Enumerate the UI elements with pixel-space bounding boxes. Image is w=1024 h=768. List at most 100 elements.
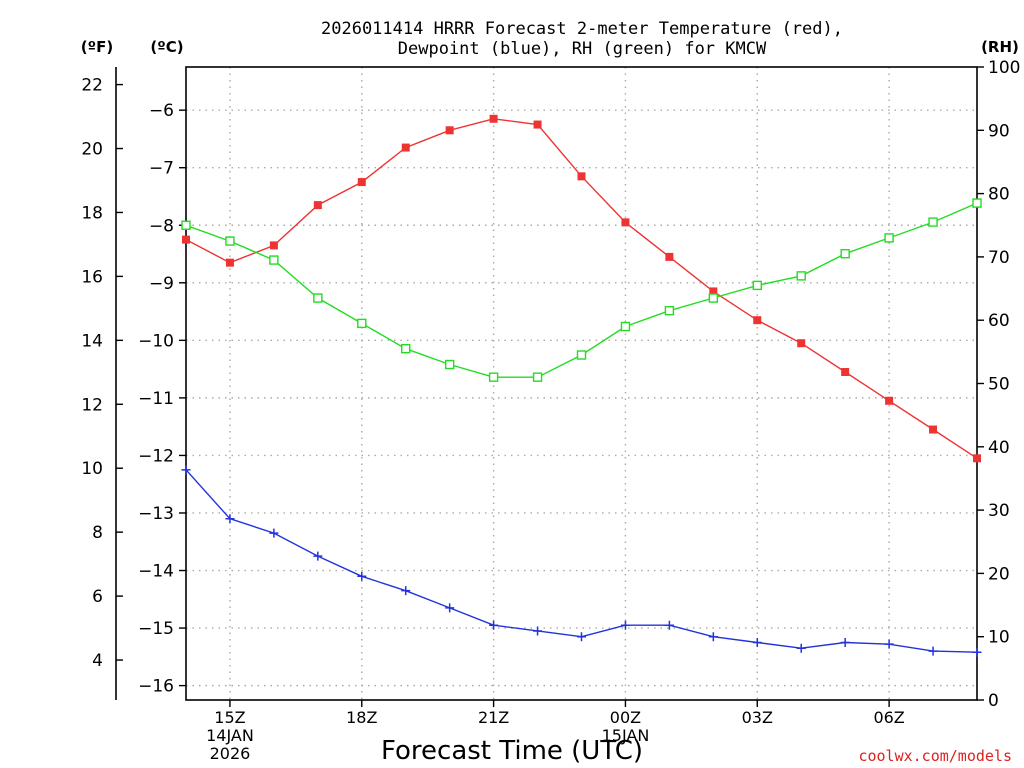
dewpoint-point xyxy=(445,603,455,613)
x-tick-label: 00Z xyxy=(610,708,641,727)
dewpoint-line xyxy=(185,469,978,653)
temperature-point xyxy=(841,367,850,376)
temperature-point xyxy=(269,241,278,250)
temperature-point xyxy=(489,114,498,123)
dewpoint-point xyxy=(357,571,367,581)
dewpoint-point xyxy=(577,632,586,642)
gridlines xyxy=(186,67,977,700)
dewpoint-point xyxy=(225,514,235,524)
celsius-tick-label: −13 xyxy=(138,504,174,524)
rh-point xyxy=(840,249,850,259)
dewpoint-point xyxy=(972,647,982,657)
dewpoint-point xyxy=(752,637,762,647)
dewpoint-point xyxy=(181,465,191,475)
celsius-tick-label: −10 xyxy=(138,331,174,351)
rh-point xyxy=(752,280,762,291)
temperature-point xyxy=(885,396,894,405)
dewpoint-point xyxy=(928,646,938,656)
fahrenheit-tick-label: 16 xyxy=(81,267,103,287)
fahrenheit-tick-label: 6 xyxy=(92,587,103,607)
dewpoint-point xyxy=(313,551,323,561)
temperature-line xyxy=(185,118,978,459)
temperature-point xyxy=(929,425,938,434)
x-tick-date-label: 15JAN xyxy=(602,726,650,745)
celsius-tick-label: −9 xyxy=(149,274,174,294)
temperature-point xyxy=(797,339,806,348)
rh-point xyxy=(357,318,367,329)
x-tick-date-label: 14JAN xyxy=(206,726,254,745)
temperature-point xyxy=(533,120,542,129)
fahrenheit-tick-label: 18 xyxy=(81,203,103,223)
celsius-unit-label: (ºC) xyxy=(150,38,183,56)
rh-point xyxy=(225,236,235,246)
plot-frame xyxy=(185,66,978,701)
rh-point xyxy=(708,293,719,303)
chart-title-line-2: Dewpoint (blue), RH (green) for KMCW xyxy=(398,39,767,59)
rh-point xyxy=(313,293,323,303)
celsius-tick-label: −12 xyxy=(138,446,174,466)
dewpoint-point xyxy=(840,637,850,647)
celsius-tick-label: −16 xyxy=(138,677,174,697)
temperature-point xyxy=(357,178,366,187)
rh-tick-label: 80 xyxy=(988,185,1010,205)
rh-tick-label: 100 xyxy=(988,58,1020,78)
x-axis-label: Forecast Time (UTC) xyxy=(381,736,643,766)
temperature-point xyxy=(973,454,981,463)
credit-text: coolwx.com/models xyxy=(858,747,1012,765)
celsius-tick-label: −15 xyxy=(138,619,174,639)
fahrenheit-tick-label: 20 xyxy=(81,140,103,160)
fahrenheit-tick-label: 22 xyxy=(81,76,103,96)
rh-tick-label: 60 xyxy=(988,311,1010,331)
rh-point xyxy=(181,220,191,230)
axes: 4 6 8 10 12 14 16 18 20 22 −16 −15 −14 −13 −12 −11 −10 −9… xyxy=(81,58,1020,763)
chart-title-line-1: 2026011414 HRRR Forecast 2-meter Tempera… xyxy=(321,19,843,39)
rh-point xyxy=(884,233,894,243)
rh-point xyxy=(532,372,543,382)
rh-tick-label: 50 xyxy=(988,375,1010,395)
fahrenheit-tick-label: 10 xyxy=(81,459,103,479)
temperature-point xyxy=(225,258,234,267)
series-layer xyxy=(181,114,982,657)
x-tick-label: 15Z xyxy=(214,708,245,727)
celsius-tick-label: −7 xyxy=(149,159,174,179)
rh-point xyxy=(664,306,675,316)
dewpoint-point xyxy=(620,620,630,630)
fahrenheit-tick-label: 8 xyxy=(92,523,103,543)
rh-point xyxy=(928,217,938,227)
rh-point xyxy=(444,359,455,370)
rh-tick-label: 90 xyxy=(988,121,1010,141)
rh-tick-label: 10 xyxy=(988,628,1010,648)
celsius-tick-label: −11 xyxy=(138,389,174,409)
rh-unit-label: (RH) xyxy=(981,38,1019,56)
celsius-tick-label: −8 xyxy=(149,216,174,236)
rh-point xyxy=(972,198,982,208)
rh-point xyxy=(796,271,806,281)
rh-point xyxy=(401,343,411,354)
dewpoint-point xyxy=(269,528,279,538)
temperature-point xyxy=(401,143,410,152)
temperature-point xyxy=(753,316,762,325)
fahrenheit-tick-label: 12 xyxy=(81,395,103,415)
dewpoint-point xyxy=(401,586,411,596)
rh-tick-label: 30 xyxy=(988,501,1010,521)
rh-tick-label: 70 xyxy=(988,248,1010,268)
x-tick-label: 03Z xyxy=(742,708,773,727)
fahrenheit-tick-label: 14 xyxy=(81,331,103,351)
rh-tick-label: 0 xyxy=(988,691,999,711)
temperature-point xyxy=(621,218,630,227)
rh-point xyxy=(488,372,499,382)
celsius-tick-label: −6 xyxy=(149,101,174,121)
temperature-point xyxy=(665,252,674,261)
dewpoint-point xyxy=(796,643,806,653)
dewpoint-point xyxy=(708,632,718,642)
celsius-tick-label: −14 xyxy=(138,562,174,582)
temperature-point xyxy=(313,201,322,210)
rh-tick-label: 40 xyxy=(988,438,1010,458)
rh-point xyxy=(620,321,631,332)
x-tick-year-label: 2026 xyxy=(210,744,251,763)
fahrenheit-tick-label: 4 xyxy=(92,651,103,671)
x-tick-label: 18Z xyxy=(346,708,377,727)
x-tick-label: 06Z xyxy=(873,708,904,727)
dewpoint-point xyxy=(489,620,499,630)
